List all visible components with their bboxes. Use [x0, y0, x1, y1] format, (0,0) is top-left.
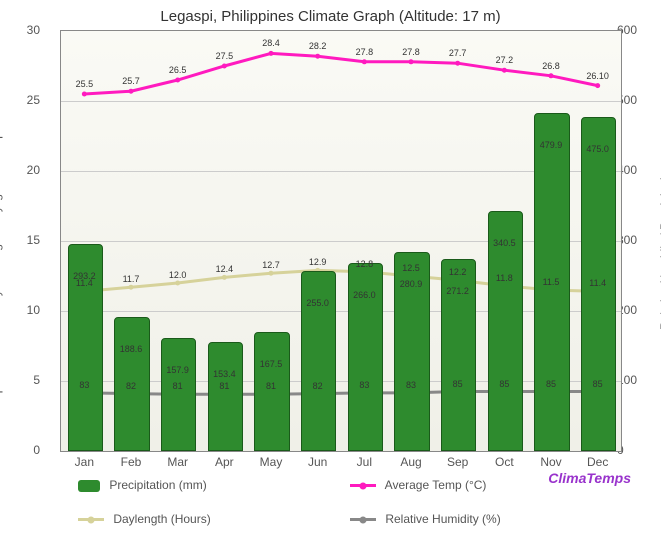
x-tick: Feb [121, 455, 142, 469]
series-value-label: 12.9 [309, 257, 327, 267]
precipitation-bar [208, 342, 244, 451]
precip-value-label: 157.9 [166, 365, 189, 375]
legend-precip-label: Precipitation (mm) [109, 478, 206, 492]
precip-value-label: 340.5 [493, 238, 516, 248]
legend-daylength-label: Daylength (Hours) [113, 512, 210, 526]
x-tick: Dec [587, 455, 608, 469]
series-value-label: 26.5 [169, 65, 187, 75]
y-tick-left: 10 [27, 303, 40, 317]
series-value-label: 11.4 [589, 278, 606, 288]
series-value-label: 27.5 [216, 51, 234, 61]
x-tick: Apr [215, 455, 234, 469]
y-axis-left: 051015202530 [10, 30, 50, 450]
x-tick: Oct [495, 455, 514, 469]
precip-value-label: 271.2 [446, 286, 469, 296]
series-value-label: 85 [593, 379, 603, 389]
y-tick-left: 20 [27, 163, 40, 177]
daylength-swatch [78, 518, 104, 521]
series-value-label: 81 [266, 381, 276, 391]
y-axis-left-label: Temperatures/ Wet Days/ Sunlight/ Daylig… [0, 78, 3, 416]
precip-value-label: 266.0 [353, 290, 376, 300]
y-tick-left: 25 [27, 93, 40, 107]
series-value-label: 27.2 [496, 55, 514, 65]
brand-label: ClimaTemps [548, 470, 631, 486]
series-value-label: 12.7 [262, 260, 280, 270]
legend-humidity-label: Relative Humidity (%) [385, 512, 500, 526]
precip-value-label: 475.0 [586, 144, 609, 154]
precip-value-label: 153.4 [213, 369, 236, 379]
series-value-label: 83 [359, 380, 369, 390]
series-value-label: 11.5 [543, 277, 560, 287]
legend-avgtemp-label: Average Temp (°C) [385, 478, 487, 492]
series-value-label: 12.2 [449, 267, 467, 277]
gridline [61, 101, 621, 102]
series-value-label: 28.2 [309, 41, 327, 51]
x-tick: Mar [167, 455, 188, 469]
series-value-label: 81 [173, 381, 183, 391]
series-value-label: 27.8 [402, 47, 420, 57]
series-value-label: 12.5 [402, 263, 420, 273]
legend-humidity: Relative Humidity (%) [350, 512, 501, 526]
series-value-label: 26.10 [586, 71, 609, 81]
climate-chart: Legaspi, Philippines Climate Graph (Alti… [0, 0, 661, 558]
precipitation-bar [254, 332, 290, 451]
series-value-label: 12.4 [216, 264, 234, 274]
x-tick: Nov [540, 455, 561, 469]
series-value-label: 85 [499, 379, 509, 389]
plot-area: 293.2188.6157.9153.4167.5255.0266.0280.9… [60, 30, 622, 452]
precip-value-label: 167.5 [260, 359, 283, 369]
series-value-label: 83 [406, 380, 416, 390]
series-value-label: 12.8 [356, 259, 374, 269]
legend-avgtemp: Average Temp (°C) [350, 478, 486, 492]
precip-value-label: 255.0 [306, 298, 329, 308]
series-value-label: 81 [219, 381, 229, 391]
series-value-label: 85 [453, 379, 463, 389]
precip-value-label: 479.9 [540, 140, 563, 150]
x-tick: Jan [75, 455, 94, 469]
series-value-label: 11.4 [76, 278, 93, 288]
series-value-label: 11.7 [123, 274, 140, 284]
precip-value-label: 280.9 [400, 279, 423, 289]
chart-title: Legaspi, Philippines Climate Graph (Alti… [0, 8, 661, 25]
y-tick-left: 15 [27, 233, 40, 247]
series-value-label: 28.4 [262, 38, 280, 48]
series-value-label: 26.8 [542, 61, 560, 71]
y-tick-left: 0 [33, 443, 40, 457]
x-tick: Jul [357, 455, 372, 469]
series-value-label: 82 [126, 381, 136, 391]
y-tick-left: 5 [33, 373, 40, 387]
precip-value-label: 188.6 [120, 344, 143, 354]
precipitation-bar [161, 338, 197, 451]
legend-precipitation: Precipitation (mm) [78, 478, 207, 492]
x-tick: Jun [308, 455, 327, 469]
series-value-label: 25.7 [122, 76, 140, 86]
avgtemp-swatch [350, 484, 376, 487]
series-value-label: 83 [79, 380, 89, 390]
x-tick: Aug [400, 455, 421, 469]
y-tick-left: 30 [27, 23, 40, 37]
series-value-label: 27.8 [356, 47, 374, 57]
humidity-swatch [350, 518, 376, 521]
series-value-label: 25.5 [76, 79, 94, 89]
x-tick: May [260, 455, 283, 469]
series-value-label: 27.7 [449, 48, 467, 58]
series-value-label: 12.0 [169, 270, 187, 280]
legend-daylength: Daylength (Hours) [78, 512, 211, 526]
x-tick: Sep [447, 455, 468, 469]
precipitation-swatch [78, 480, 100, 492]
series-value-label: 85 [546, 379, 556, 389]
series-value-label: 82 [313, 381, 323, 391]
series-value-label: 11.8 [496, 273, 513, 283]
